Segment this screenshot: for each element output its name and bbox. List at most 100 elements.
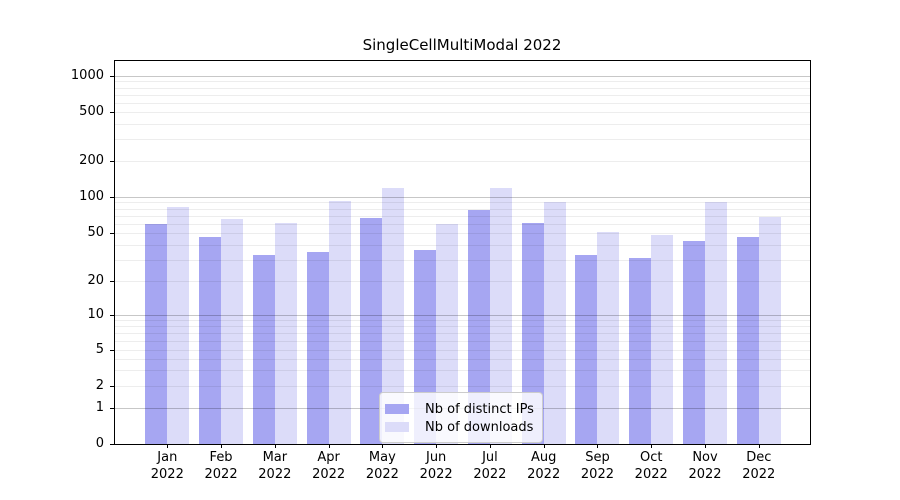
x-tick-mark-dec <box>758 444 760 448</box>
y-tick-mark-200 <box>110 161 114 162</box>
y-tick-mark-2 <box>110 386 114 387</box>
y-tick-mark-1000 <box>110 76 114 77</box>
legend: Nb of distinct IPs Nb of downloads <box>379 392 543 443</box>
bar-downloads-aug <box>543 201 566 444</box>
chart-title: SingleCellMultiModal 2022 <box>362 36 562 54</box>
bar-downloads-jul <box>489 188 512 444</box>
gridline-10 <box>115 315 810 316</box>
gridline-8 <box>115 326 810 328</box>
x-tick-label-nov: Nov 2022 <box>688 450 722 482</box>
x-tick-mark-jun <box>436 444 438 448</box>
bar-downloads-apr <box>328 200 351 444</box>
bar-downloads-mar <box>274 222 297 444</box>
gridline-6 <box>115 340 810 342</box>
bar-ips-apr <box>306 251 329 444</box>
gridline-80 <box>115 208 810 210</box>
y-tick-mark-0 <box>110 444 114 445</box>
gridline-70 <box>115 215 810 217</box>
gridline-3 <box>115 370 810 372</box>
x-tick-label-feb: Feb 2022 <box>204 450 238 482</box>
x-tick-label-sep: Sep 2022 <box>580 450 614 482</box>
gridline-1000 <box>115 76 810 77</box>
bar-ips-sep <box>575 254 598 444</box>
bar-downloads-oct <box>651 235 674 444</box>
bar-downloads-jan <box>167 207 190 444</box>
bar-ips-oct <box>629 258 652 444</box>
bar-ips-feb <box>199 237 222 444</box>
gridline-9 <box>115 320 810 322</box>
x-tick-mark-may <box>382 444 384 448</box>
x-tick-label-may: May 2022 <box>365 450 399 482</box>
y-tick-mark-10 <box>110 315 114 316</box>
x-tick-mark-mar <box>274 444 276 448</box>
plot-area <box>114 60 811 445</box>
bar-ips-jan <box>145 224 168 444</box>
y-tick-mark-500 <box>110 112 114 113</box>
x-tick-label-dec: Dec 2022 <box>742 450 776 482</box>
x-tick-mark-jul <box>489 444 491 448</box>
x-tick-mark-sep <box>597 444 599 448</box>
y-tick-label-1: 1 <box>95 400 104 415</box>
gridline-40 <box>115 244 810 246</box>
gridline-30 <box>115 259 810 261</box>
x-tick-label-jul: Jul 2022 <box>473 450 507 482</box>
bar-ips-mar <box>252 254 275 444</box>
x-tick-mark-feb <box>221 444 223 448</box>
gridline-4 <box>115 358 810 360</box>
gridline-100 <box>115 197 810 198</box>
bar-ips-may <box>360 217 383 444</box>
gridline-400 <box>115 123 810 125</box>
x-tick-label-apr: Apr 2022 <box>312 450 346 482</box>
gridline-90 <box>115 202 810 204</box>
gridline-700 <box>115 94 810 96</box>
x-tick-mark-aug <box>543 444 545 448</box>
y-tick-label-1000: 1000 <box>70 68 104 83</box>
y-tick-mark-1 <box>110 408 114 409</box>
y-tick-label-200: 200 <box>79 153 104 168</box>
legend-label-distinct-ips: Nb of distinct IPs <box>425 401 534 417</box>
bar-downloads-feb <box>221 218 244 444</box>
x-tick-label-mar: Mar 2022 <box>258 450 292 482</box>
y-tick-label-5: 5 <box>95 342 104 357</box>
y-tick-label-50: 50 <box>87 225 104 240</box>
gridline-200 <box>115 161 810 162</box>
y-tick-mark-100 <box>110 197 114 198</box>
y-tick-label-20: 20 <box>87 273 104 288</box>
legend-item-distinct-ips: Nb of distinct IPs <box>385 400 542 418</box>
legend-label-downloads: Nb of downloads <box>425 419 534 435</box>
x-tick-label-oct: Oct 2022 <box>634 450 668 482</box>
gridline-7 <box>115 333 810 334</box>
gridline-800 <box>115 87 810 89</box>
gridline-60 <box>115 223 810 225</box>
y-tick-label-2: 2 <box>95 378 104 393</box>
legend-item-downloads: Nb of downloads <box>385 418 542 436</box>
gridline-600 <box>115 102 810 104</box>
y-tick-mark-20 <box>110 281 114 282</box>
x-tick-label-aug: Aug 2022 <box>527 450 561 482</box>
x-tick-label-jun: Jun 2022 <box>419 450 453 482</box>
x-tick-mark-oct <box>651 444 653 448</box>
y-tick-label-0: 0 <box>95 436 104 451</box>
bar-ips-nov <box>683 240 705 444</box>
y-tick-label-10: 10 <box>87 307 104 322</box>
gridline-5 <box>115 350 810 351</box>
legend-swatch-distinct-ips <box>385 404 409 414</box>
x-tick-mark-jan <box>167 444 169 448</box>
bar-ips-dec <box>736 237 759 444</box>
gridline-900 <box>115 81 810 83</box>
x-tick-label-jan: Jan 2022 <box>150 450 184 482</box>
y-tick-label-500: 500 <box>79 104 104 119</box>
bar-ips-jul <box>467 209 490 444</box>
y-tick-mark-5 <box>110 350 114 351</box>
bar-downloads-dec <box>758 217 781 444</box>
bar-downloads-jun <box>436 223 459 444</box>
gridline-500 <box>115 112 810 113</box>
bar-ips-aug <box>521 222 544 444</box>
bar-downloads-nov <box>705 201 727 444</box>
legend-swatch-downloads <box>385 422 409 432</box>
gridline-2 <box>115 386 810 387</box>
y-tick-mark-50 <box>110 233 114 234</box>
x-tick-mark-apr <box>328 444 330 448</box>
gridline-20 <box>115 281 810 282</box>
